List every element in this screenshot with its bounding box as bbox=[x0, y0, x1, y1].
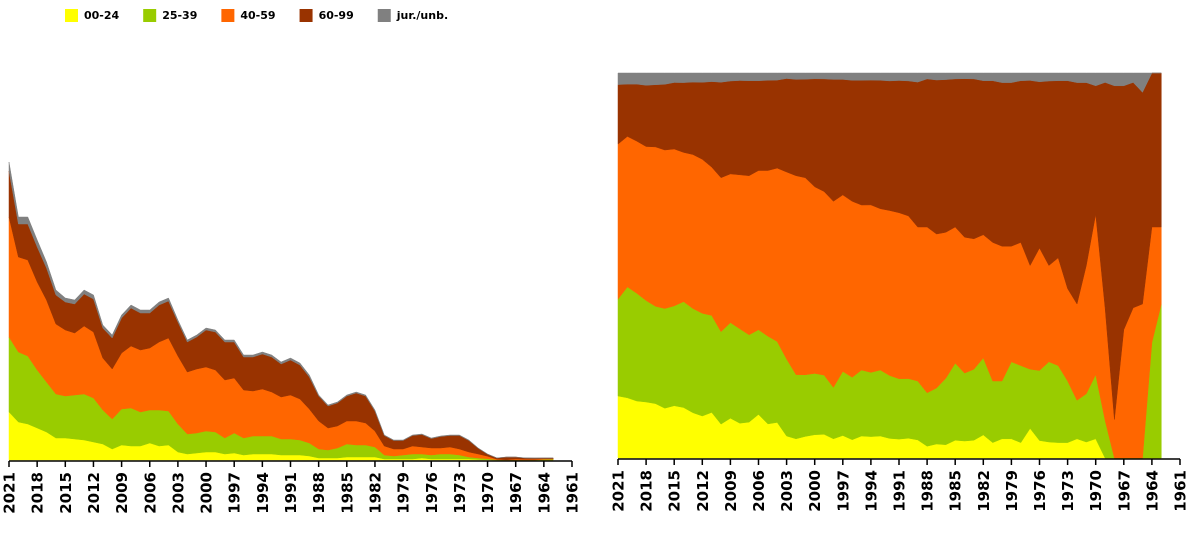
legend-swatch bbox=[65, 9, 78, 22]
x-tick-label: 1991 bbox=[891, 470, 909, 512]
x-tick-label: 1976 bbox=[423, 472, 441, 514]
x-tick-label: 1982 bbox=[366, 472, 384, 514]
x-tick-label: 2015 bbox=[57, 472, 75, 514]
x-tick-label: 1961 bbox=[564, 472, 582, 514]
x-tick-label: 1964 bbox=[535, 472, 553, 514]
x-tick-label: 2015 bbox=[666, 470, 684, 512]
x-tick-label: 2006 bbox=[141, 472, 159, 514]
x-tick-label: 1997 bbox=[226, 472, 244, 514]
legend-swatch bbox=[143, 9, 157, 22]
x-tick-label: 2009 bbox=[722, 470, 740, 512]
legend-label: 40-59 bbox=[240, 9, 275, 22]
x-tick-label: 2003 bbox=[169, 472, 187, 514]
x-tick-label: 1985 bbox=[947, 470, 965, 512]
legend-swatch bbox=[299, 9, 313, 22]
legend-label: 25-39 bbox=[162, 9, 197, 22]
legend-label: jur./unb. bbox=[396, 9, 448, 22]
x-tick-label: 2003 bbox=[778, 470, 796, 512]
x-tick-label: 2018 bbox=[638, 470, 656, 512]
x-tick-label: 2012 bbox=[85, 472, 103, 514]
x-tick-label: 1985 bbox=[338, 472, 356, 514]
x-tick-label: 2021 bbox=[1, 472, 19, 514]
legend-swatch bbox=[377, 9, 391, 22]
legend-label: 60-99 bbox=[319, 9, 354, 22]
x-tick-label: 2018 bbox=[29, 472, 47, 514]
x-tick-label: 1994 bbox=[862, 470, 880, 512]
x-tick-label: 1976 bbox=[1031, 470, 1049, 512]
x-tick-label: 1970 bbox=[1087, 470, 1105, 512]
x-tick-label: 1973 bbox=[451, 472, 469, 514]
x-tick-label: 1994 bbox=[254, 472, 272, 514]
x-tick-label: 1997 bbox=[834, 470, 852, 512]
x-tick-label: 2006 bbox=[750, 470, 768, 512]
legend-label: 00-24 bbox=[84, 9, 120, 22]
x-tick-label: 1964 bbox=[1143, 470, 1161, 512]
x-tick-label: 1979 bbox=[395, 472, 413, 514]
x-tick-label: 1991 bbox=[282, 472, 300, 514]
x-tick-label: 1982 bbox=[975, 470, 993, 512]
x-tick-label: 1988 bbox=[919, 470, 937, 512]
area bbox=[8, 161, 554, 459]
x-tick-label: 2012 bbox=[694, 470, 712, 512]
area bbox=[617, 72, 1162, 93]
x-tick-label: 1979 bbox=[1003, 470, 1021, 512]
x-tick-label: 1967 bbox=[507, 472, 525, 514]
x-tick-label: 1970 bbox=[479, 472, 497, 514]
x-tick-label: 2009 bbox=[113, 472, 131, 514]
x-tick-label: 2021 bbox=[610, 470, 628, 512]
x-tick-label: 1961 bbox=[1172, 470, 1190, 512]
x-tick-label: 1967 bbox=[1115, 470, 1133, 512]
x-tick-label: 2000 bbox=[806, 470, 824, 512]
legend-swatch bbox=[221, 9, 235, 22]
x-tick-label: 2000 bbox=[198, 472, 216, 514]
x-tick-label: 1988 bbox=[310, 472, 328, 514]
x-tick-label: 1973 bbox=[1059, 470, 1077, 512]
